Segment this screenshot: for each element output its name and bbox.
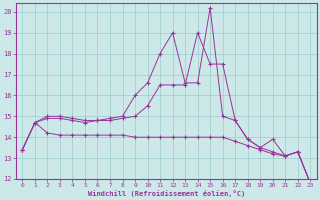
X-axis label: Windchill (Refroidissement éolien,°C): Windchill (Refroidissement éolien,°C) [88,190,245,197]
